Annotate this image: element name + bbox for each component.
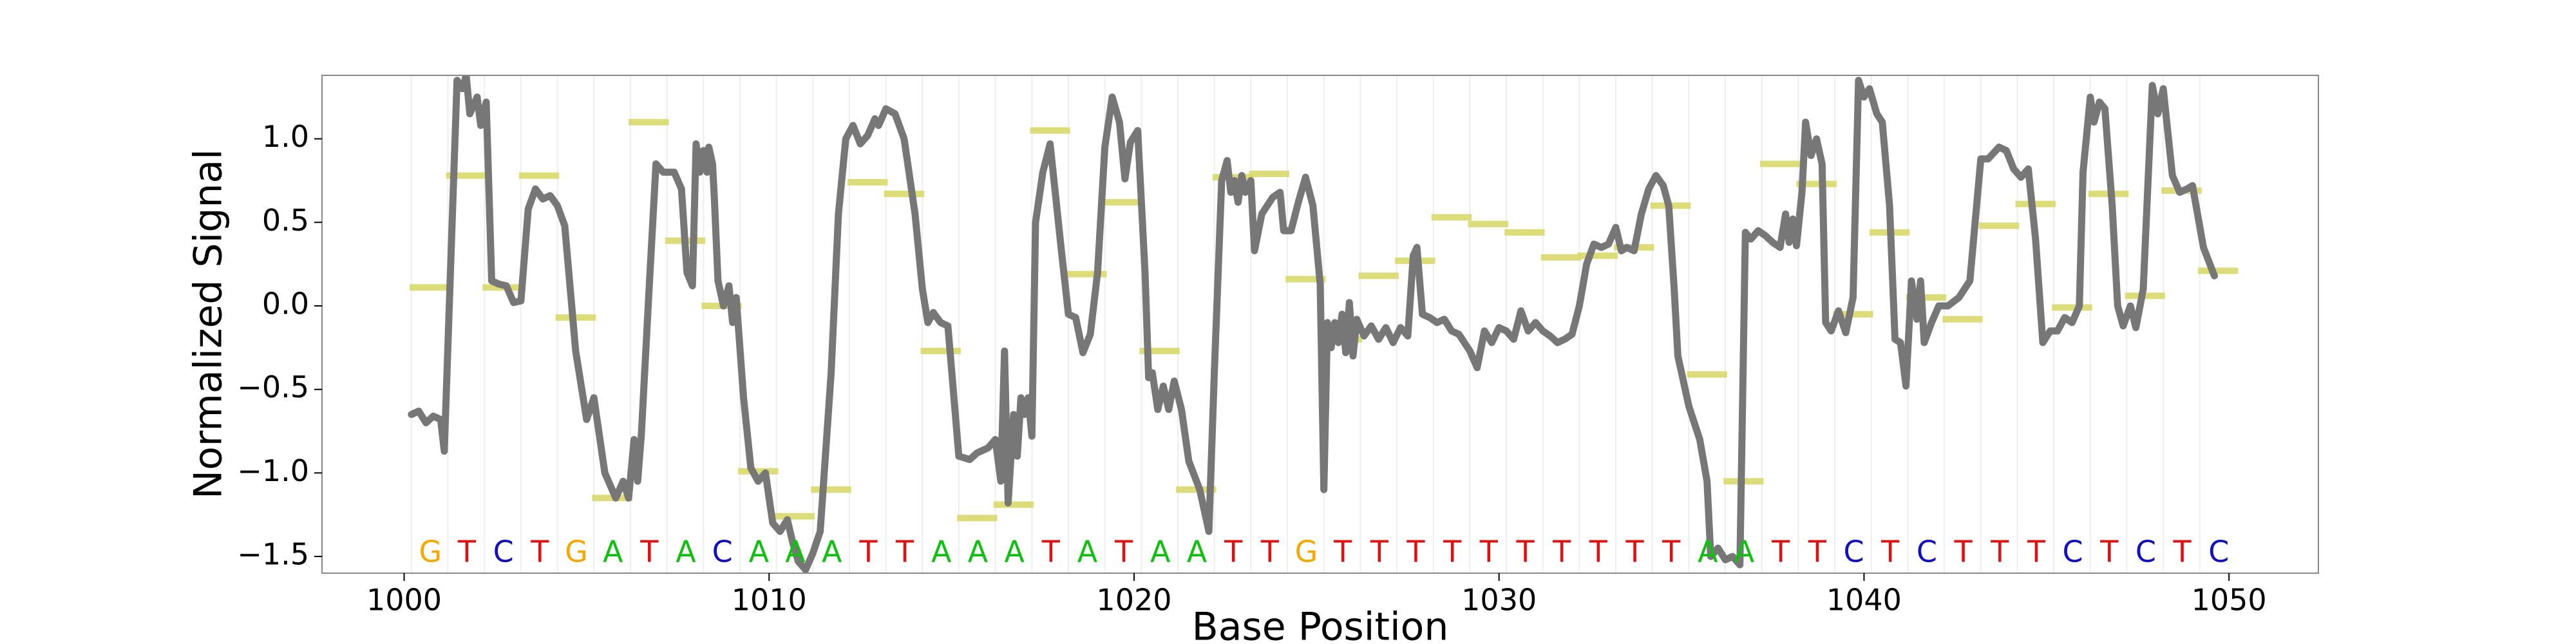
base-letter: T	[530, 535, 549, 569]
x-axis-label: Base Position	[1192, 605, 1449, 644]
y-tick-label: −1.5	[237, 537, 309, 572]
base-letter: A	[1004, 535, 1025, 569]
y-tick-label: −1.0	[237, 453, 309, 488]
base-letter: G	[1295, 535, 1318, 569]
base-letter: C	[2063, 535, 2083, 569]
base-letter: T	[2027, 535, 2046, 569]
x-tick-label: 1020	[1096, 583, 1171, 618]
signal-line	[408, 75, 2218, 573]
base-letter: T	[2099, 535, 2119, 569]
base-letter: T	[1771, 535, 1790, 569]
base-letter: A	[1187, 535, 1208, 569]
base-letter: T	[1479, 535, 1499, 569]
base-letter: A	[1734, 535, 1755, 569]
base-letter: T	[457, 535, 477, 569]
base-letter: T	[1589, 535, 1608, 569]
base-letter: T	[1370, 535, 1389, 569]
base-letter: G	[565, 535, 588, 569]
base-letter: T	[2173, 535, 2192, 569]
base-letter: T	[1954, 535, 1973, 569]
base-letter: T	[1333, 535, 1352, 569]
base-letter: T	[1260, 535, 1280, 569]
base-letter: T	[1808, 535, 1827, 569]
y-tick-label: −0.5	[237, 370, 309, 404]
base-letter: A	[676, 535, 696, 569]
base-letter: T	[1552, 535, 1571, 569]
y-tick-label: 0.5	[262, 203, 309, 238]
base-letter: T	[1662, 535, 1681, 569]
base-letter: T	[1990, 535, 2009, 569]
plot	[408, 75, 2239, 573]
base-letter: T	[1224, 535, 1243, 569]
x-tick-label: 1050	[2192, 583, 2267, 618]
base-letter: C	[2208, 535, 2229, 569]
y-tick-label: 1.0	[262, 119, 309, 154]
base-letter: A	[1077, 535, 1098, 569]
base-letter: A	[968, 535, 989, 569]
base-letter: T	[1625, 535, 1644, 569]
base-letter: A	[749, 535, 770, 569]
base-letter: T	[1515, 535, 1535, 569]
x-tick-label: 1030	[1461, 583, 1537, 618]
base-letter: T	[1114, 535, 1133, 569]
x-tick-label: 1000	[366, 583, 442, 618]
base-letter: T	[1406, 535, 1425, 569]
x-tick-label: 1040	[1826, 583, 1902, 618]
y-axis-label: Normalized Signal	[186, 149, 231, 499]
base-letter: A	[603, 535, 623, 569]
base-letter: C	[1843, 535, 1864, 569]
y-tick-label: 0.0	[262, 286, 309, 321]
base-letter: T	[858, 535, 878, 569]
base-letter: G	[419, 535, 442, 569]
base-letter: C	[1917, 535, 1937, 569]
base-letter: A	[822, 535, 842, 569]
base-letter: T	[1041, 535, 1061, 569]
base-letter: T	[895, 535, 914, 569]
base-letter: A	[1150, 535, 1171, 569]
base-letter: A	[931, 535, 952, 569]
base-letter: T	[639, 535, 659, 569]
base-letter: C	[2136, 535, 2156, 569]
base-letter: C	[493, 535, 514, 569]
base-letter: T	[1880, 535, 1900, 569]
plot-frame	[321, 75, 2319, 574]
base-letter: A	[1698, 535, 1718, 569]
base-letter: A	[785, 535, 806, 569]
base-letter: C	[712, 535, 733, 569]
x-tick-label: 1010	[732, 583, 807, 618]
base-letter: T	[1443, 535, 1462, 569]
